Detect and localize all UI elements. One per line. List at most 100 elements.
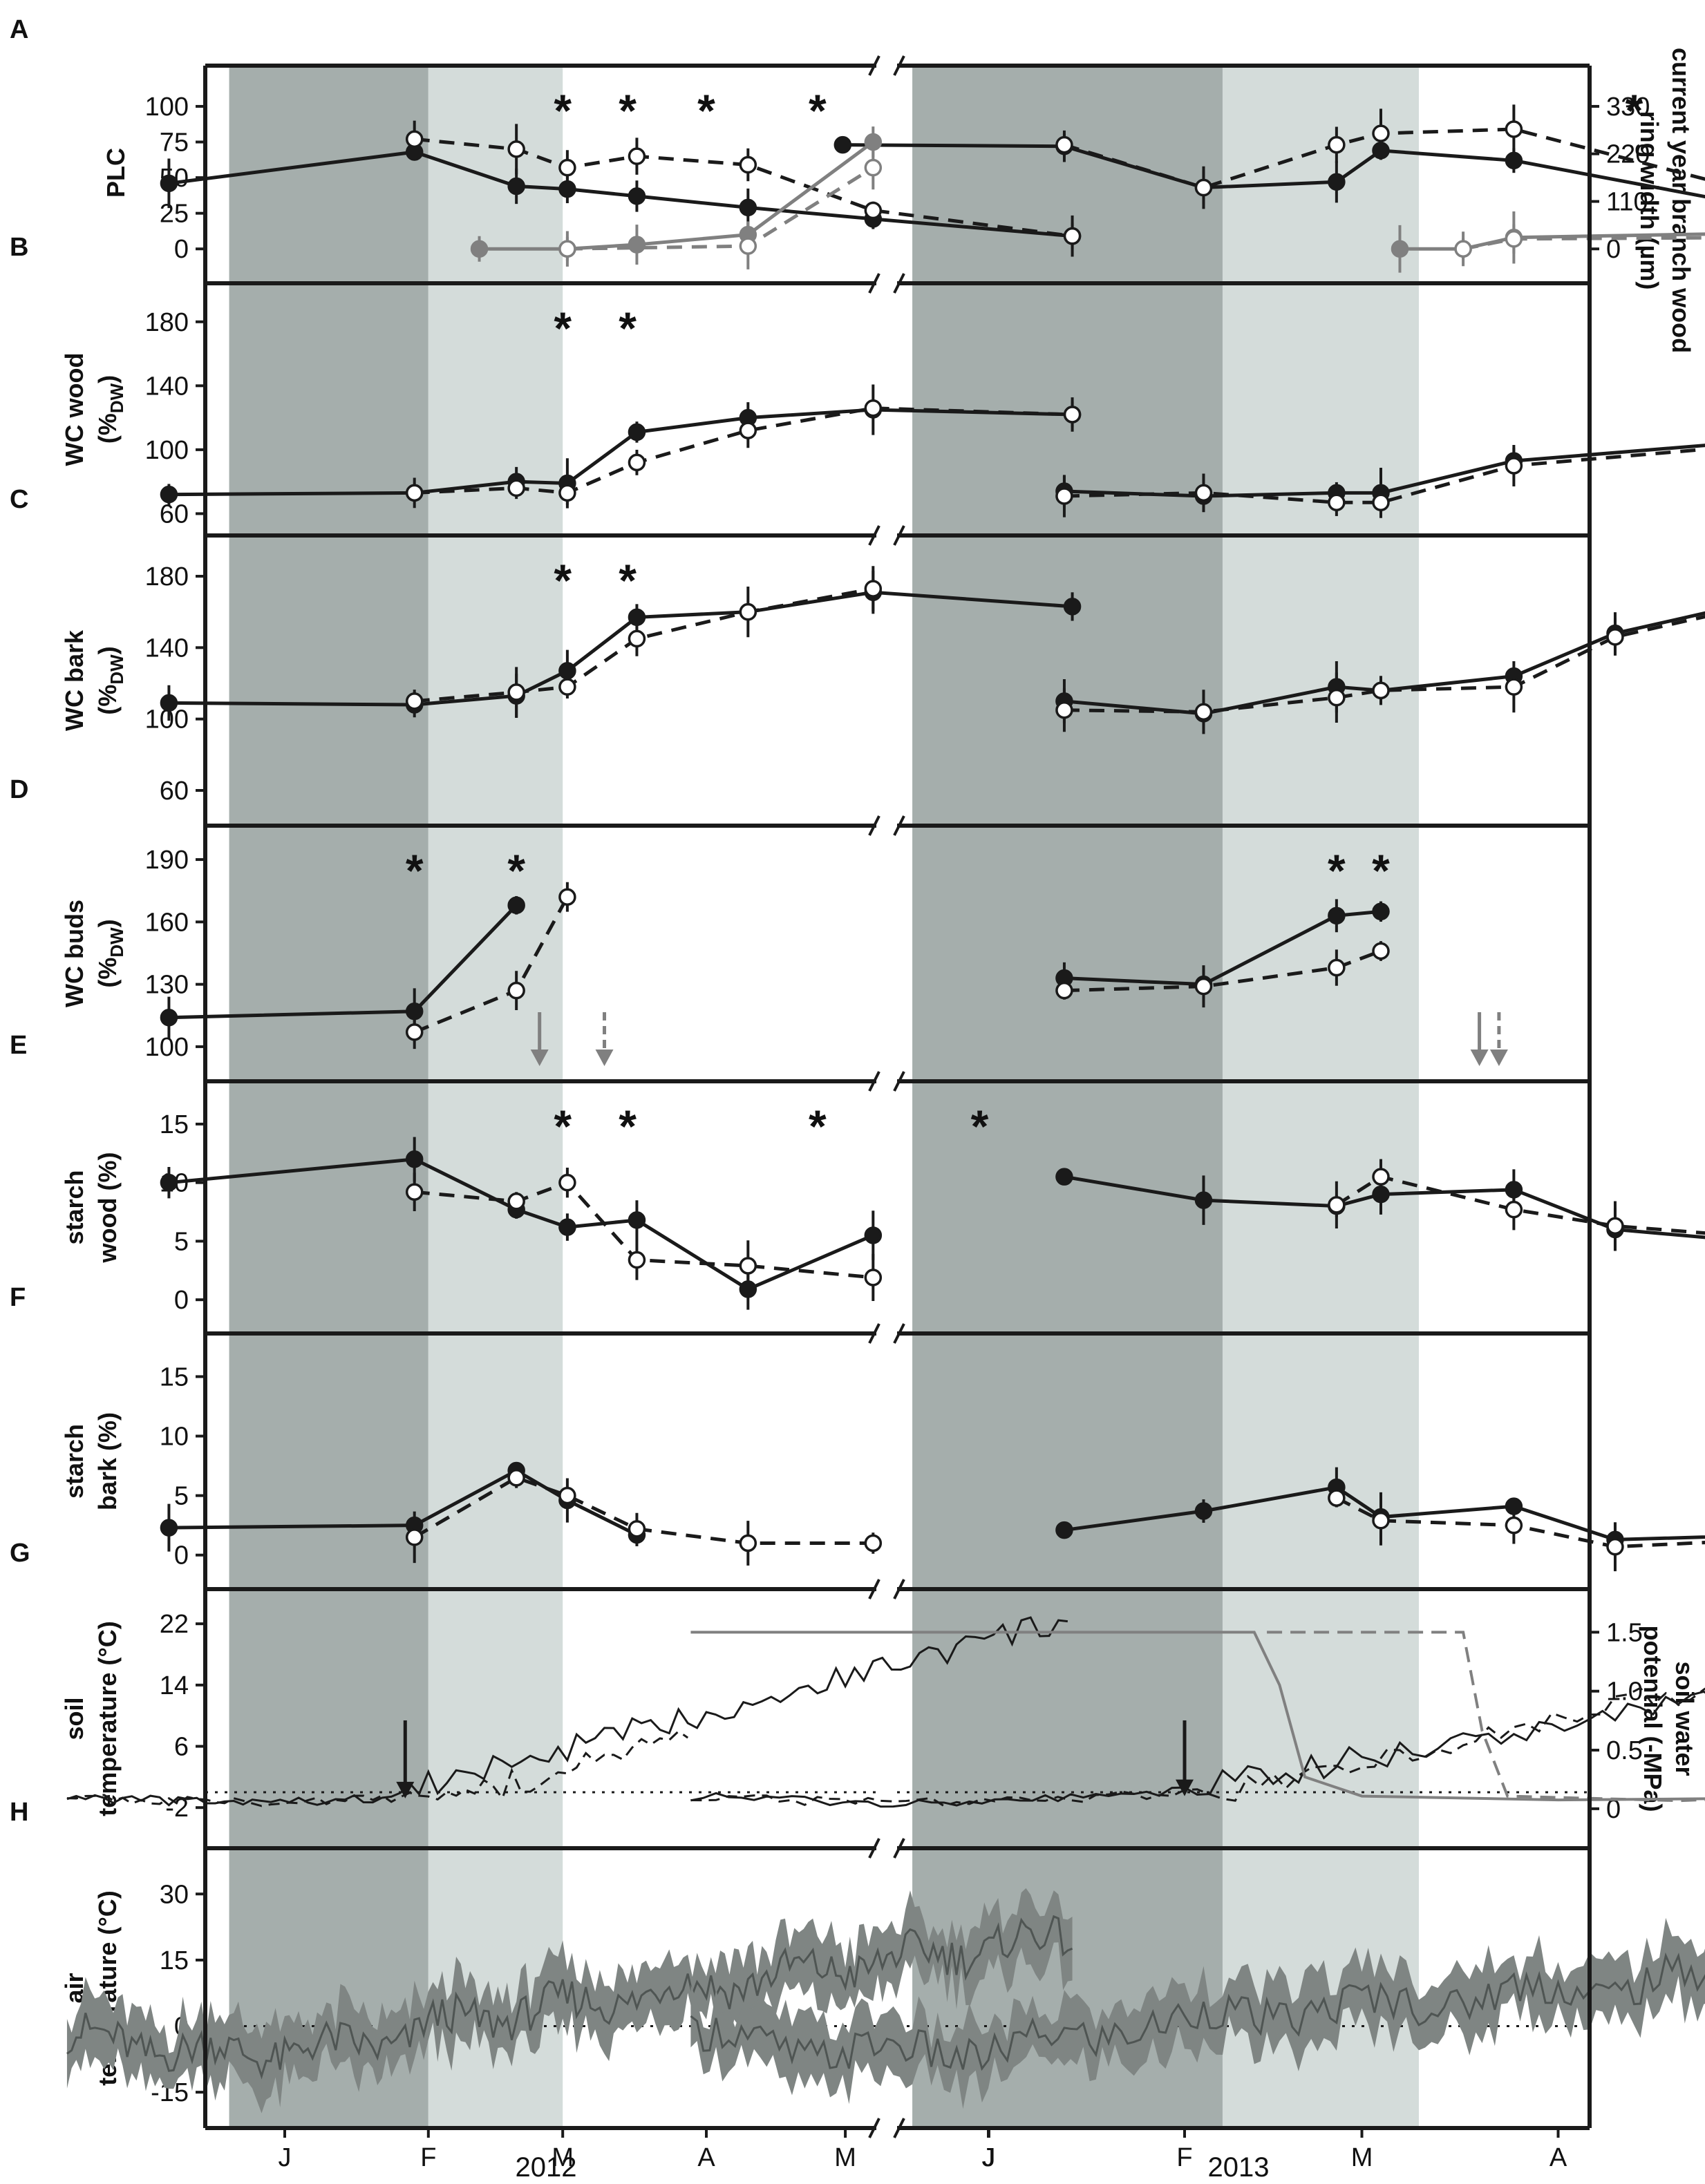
soil-arrow-2013-head — [1176, 1779, 1194, 1796]
data-point — [739, 155, 757, 174]
data-point — [739, 237, 757, 255]
data-point — [864, 1269, 883, 1286]
soil-arrow-2012-head — [396, 1781, 415, 1798]
y-tick-label: 100 — [145, 436, 189, 465]
x-month-2012-3: A — [697, 2143, 715, 2172]
data-point — [864, 1226, 883, 1244]
break-mark-right-6 — [893, 1579, 905, 1599]
panel-letter-a: A — [10, 15, 28, 44]
data-point — [558, 678, 576, 696]
data-point — [1372, 942, 1390, 960]
data-point — [1505, 151, 1523, 170]
series-line-41-2013 — [1335, 1175, 1705, 1235]
break-mark-left-2 — [868, 525, 880, 546]
data-point — [1372, 124, 1390, 142]
shade-dark-2013 — [912, 66, 1223, 2128]
significance-asterisk: * — [809, 1101, 827, 1152]
shade-light-2012 — [428, 66, 563, 2128]
y-tick-label: 14 — [160, 1671, 189, 1700]
data-point — [405, 1183, 424, 1201]
data-point — [1328, 688, 1346, 707]
panel-letter-f: F — [10, 1283, 26, 1312]
y-tick-label: 5 — [174, 1482, 189, 1511]
data-point — [1454, 240, 1472, 258]
data-point — [1606, 1537, 1624, 1556]
significance-asterisk: * — [554, 555, 572, 606]
axes-frames — [203, 55, 1592, 2138]
significance-asterisk: * — [619, 555, 637, 606]
data-point — [1055, 1521, 1073, 1539]
data-point — [864, 399, 883, 417]
right-tick-label: 1.5 — [1606, 1618, 1643, 1647]
right-tick-label: 0 — [1606, 235, 1621, 264]
data-point — [1328, 906, 1346, 925]
series-line-30-2013 — [1064, 909, 1382, 987]
significance-asterisk: * — [406, 845, 424, 896]
data-point — [1063, 406, 1082, 424]
break-mark-right-5 — [893, 1323, 905, 1344]
data-point — [739, 1534, 757, 1552]
break-mark-left-3 — [868, 815, 880, 836]
significance-asterisk: * — [554, 1101, 572, 1152]
y-tick-label: 100 — [145, 93, 189, 122]
break-mark-right-3 — [893, 815, 905, 836]
panel-a: APLC02550751000110220330current year bra… — [10, 15, 1705, 353]
y-tick-label: 140 — [145, 634, 189, 663]
series-line-41-2012 — [414, 1180, 874, 1280]
y-tick-label: 75 — [160, 129, 189, 158]
panel-b: B WC wood (%DW) 60 100 140 180 * * — [10, 233, 1705, 529]
air-temp-mean-2012 — [66, 1915, 1073, 2080]
soil-temp-2013-solid — [690, 1690, 1705, 1808]
y-tick-label: 25 — [160, 200, 189, 229]
data-point — [1055, 981, 1073, 1000]
break-mark-left-6 — [868, 1579, 880, 1599]
data-point — [405, 1528, 424, 1546]
data-point — [405, 1023, 424, 1041]
y-tick-label: 160 — [145, 908, 189, 937]
data-point — [558, 1173, 576, 1192]
y-tick-label: 15 — [160, 1362, 189, 1392]
x-month-2013-2: M — [1351, 2143, 1373, 2172]
data-point — [1372, 902, 1390, 921]
data-point — [1328, 493, 1346, 511]
data-point — [507, 479, 525, 497]
y-tick-label: 100 — [145, 1033, 189, 1062]
year-label-2012: 2012 — [516, 2152, 577, 2183]
significance-asterisk: * — [697, 85, 715, 136]
data-point — [1328, 958, 1346, 977]
significance-asterisk: * — [507, 845, 525, 896]
data-point — [628, 629, 646, 648]
data-point — [1194, 484, 1213, 502]
y-tick-label: 60 — [160, 777, 189, 806]
air-temp-range-2012 — [66, 1888, 1073, 2114]
data-point — [1328, 173, 1346, 191]
y-tick-label: 5 — [174, 1227, 189, 1256]
break-mark-right-8 — [893, 2118, 905, 2138]
series-line-0-2012 — [169, 150, 1073, 238]
data-point — [1391, 240, 1409, 258]
panel-letter-e: E — [10, 1031, 27, 1060]
y-tick-label: 140 — [145, 372, 189, 401]
data-point — [1372, 493, 1390, 511]
data-point — [628, 187, 646, 205]
data-point — [1505, 120, 1523, 138]
break-mark-right-7 — [893, 1838, 905, 1859]
y-tick-label: 130 — [145, 971, 189, 1000]
data-point — [1194, 178, 1213, 197]
x-month-2013-3: A — [1549, 2143, 1567, 2172]
y-axis-label: PLC — [102, 148, 130, 198]
data-point — [1194, 977, 1213, 996]
budbreak-arrow-2012-0-head — [530, 1050, 549, 1066]
data-point — [1505, 678, 1523, 696]
data-point — [1372, 1168, 1390, 1186]
data-point — [1505, 1200, 1523, 1219]
right-axis-label: soil waterpotential (-MPa) — [1639, 1626, 1699, 1812]
right-tick-label: 1.0 — [1606, 1678, 1643, 1707]
right-tick-label: 330 — [1606, 93, 1650, 122]
data-point — [1194, 703, 1213, 721]
data-point — [1328, 1489, 1346, 1507]
right-tick-label: 0 — [1606, 1795, 1621, 1824]
